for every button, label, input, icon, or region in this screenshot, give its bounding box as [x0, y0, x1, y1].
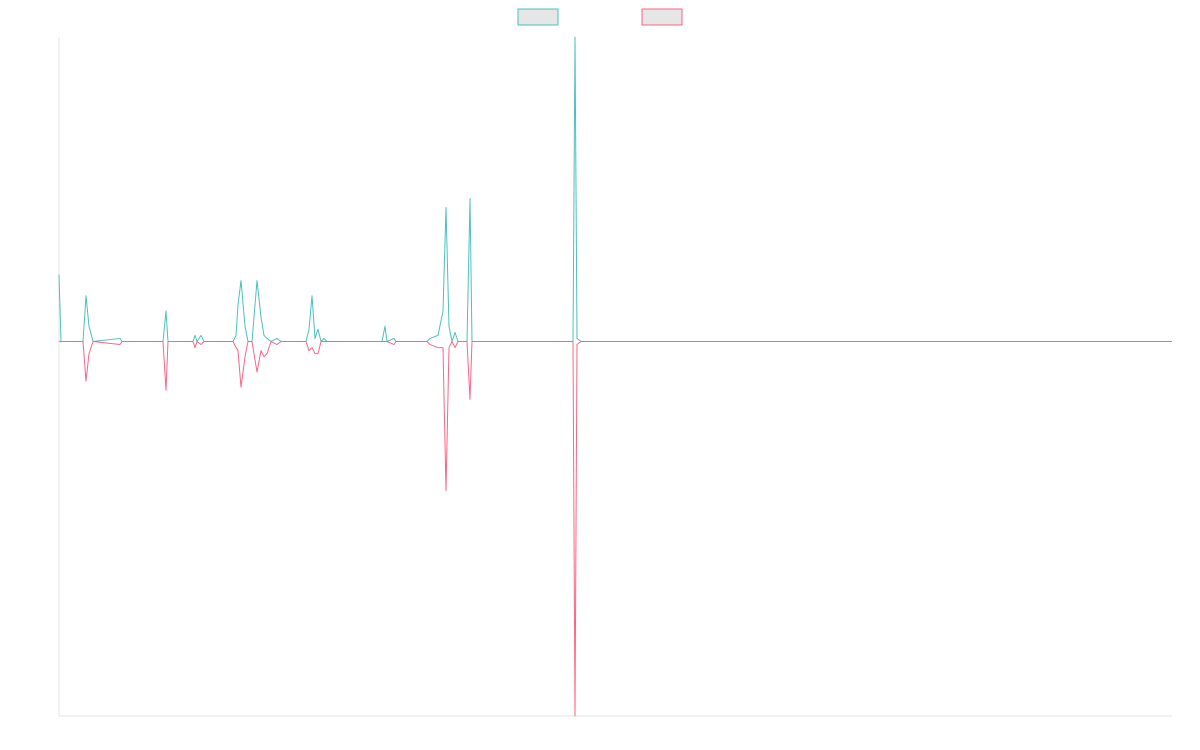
series-line — [58, 36, 1172, 342]
legend-swatch[interactable] — [641, 8, 683, 26]
series-line — [59, 340, 1172, 717]
legend-swatch[interactable] — [517, 8, 559, 26]
